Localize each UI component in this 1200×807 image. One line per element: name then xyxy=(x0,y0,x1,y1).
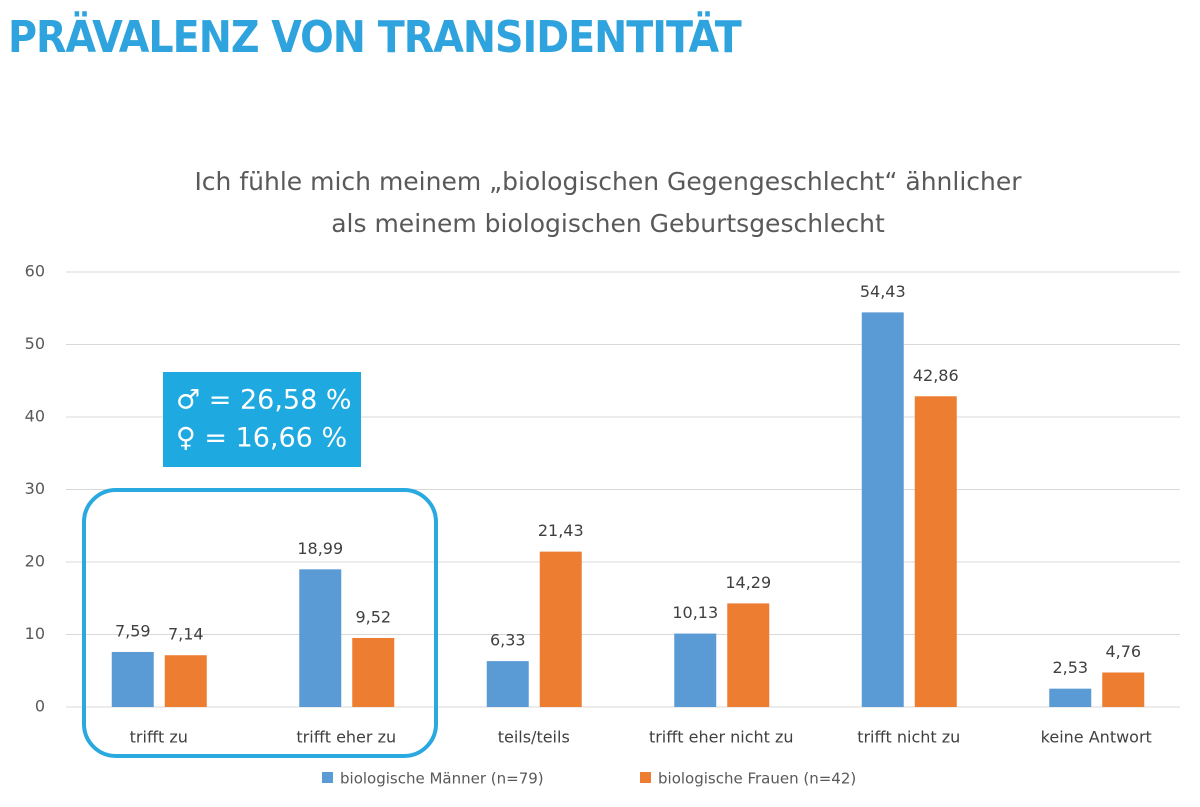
chart-title: Ich fühle mich meinem „biologischen Gege… xyxy=(194,167,1022,196)
chart-title: als meinem biologischen Geburtsgeschlech… xyxy=(331,209,885,238)
y-tick-label: 30 xyxy=(25,479,45,498)
value-label: 9,52 xyxy=(355,607,391,626)
x-tick-label: teils/teils xyxy=(498,728,570,747)
bar xyxy=(1102,672,1145,707)
value-label: 54,43 xyxy=(860,282,906,301)
page-title: PRÄVALENZ VON TRANSIDENTITÄT xyxy=(8,10,742,63)
annotation-box xyxy=(163,372,361,467)
bar xyxy=(352,637,395,707)
bar xyxy=(539,551,582,707)
bar xyxy=(861,312,904,707)
value-label: 7,14 xyxy=(168,625,204,644)
value-label: 6,33 xyxy=(490,631,526,650)
legend-swatch xyxy=(640,772,651,783)
bar xyxy=(674,633,717,707)
value-label: 2,53 xyxy=(1052,658,1088,677)
legend-swatch xyxy=(322,772,333,783)
legend-label: biologische Frauen (n=42) xyxy=(658,770,856,788)
x-tick-label: keine Antwort xyxy=(1041,728,1152,747)
bar xyxy=(1049,688,1092,707)
x-tick-label: trifft eher nicht zu xyxy=(649,728,794,747)
legend-label: biologische Männer (n=79) xyxy=(340,770,544,788)
x-tick-label: trifft nicht zu xyxy=(857,728,960,747)
value-label: 18,99 xyxy=(297,539,343,558)
bar xyxy=(111,651,154,707)
highlight-box xyxy=(82,488,438,758)
x-tick-label: trifft zu xyxy=(130,728,188,747)
bar xyxy=(914,396,957,707)
y-tick-label: 40 xyxy=(25,407,45,426)
value-label: 7,59 xyxy=(115,621,151,640)
y-tick-label: 20 xyxy=(25,552,45,571)
bar xyxy=(299,569,342,707)
y-tick-label: 50 xyxy=(25,334,45,353)
value-label: 10,13 xyxy=(672,603,718,622)
x-tick-label: trifft eher zu xyxy=(296,728,396,747)
y-tick-label: 10 xyxy=(25,624,45,643)
bar xyxy=(486,661,529,707)
value-label: 42,86 xyxy=(913,366,959,385)
bar xyxy=(164,655,207,707)
bar xyxy=(727,603,770,707)
y-tick-label: 0 xyxy=(35,697,45,716)
value-label: 14,29 xyxy=(725,573,771,592)
annotation: ♂ = 26,58 % xyxy=(176,385,352,416)
y-tick-label: 60 xyxy=(25,262,45,281)
value-label: 21,43 xyxy=(538,521,584,540)
value-label: 4,76 xyxy=(1105,642,1141,661)
annotation: ♀ = 16,66 % xyxy=(176,423,347,454)
